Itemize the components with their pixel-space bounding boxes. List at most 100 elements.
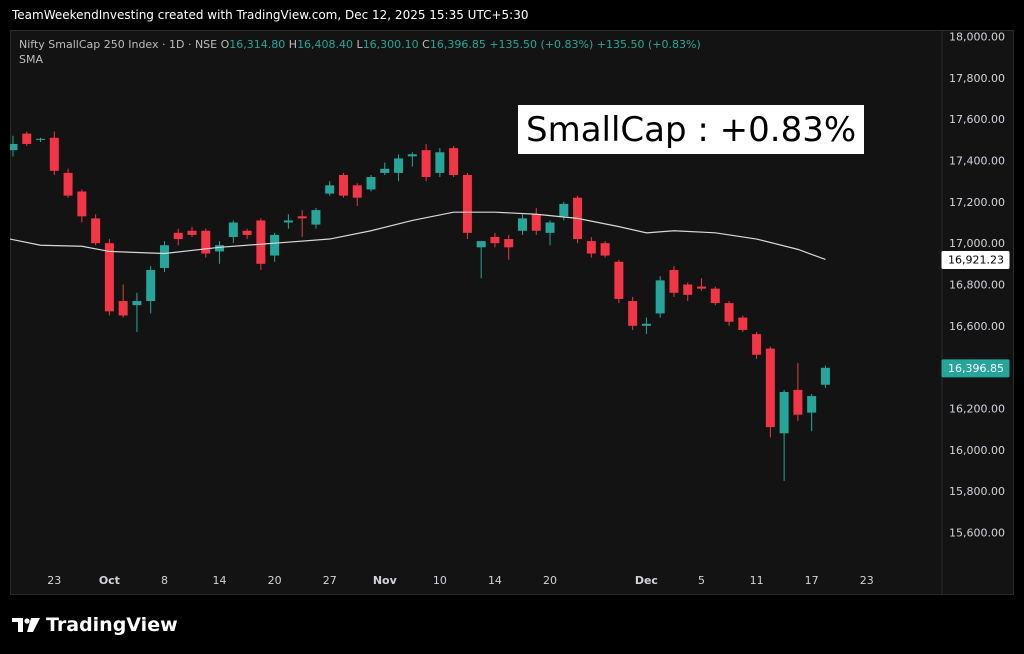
low-label: L	[356, 38, 363, 51]
candle-body	[559, 203, 569, 217]
x-axis[interactable]: 723Oct8142027Nov101420Dec5111723	[10, 574, 874, 587]
candle-body	[338, 174, 348, 196]
candle-body	[655, 280, 665, 314]
x-tick-label: 27	[323, 574, 337, 587]
candle	[545, 220, 555, 246]
open-label: O	[220, 38, 230, 51]
close-label: C	[422, 38, 430, 51]
candle-body	[63, 172, 73, 196]
y-tick-label: 15,800.00	[949, 485, 1005, 498]
candle-body	[380, 168, 390, 173]
candle-body	[765, 348, 775, 428]
last-price-tag-box	[941, 359, 1010, 378]
candle	[449, 146, 459, 178]
candle	[628, 296, 638, 330]
tradingview-logo[interactable]: TradingView	[12, 614, 178, 636]
candle-body	[77, 191, 87, 217]
candle	[641, 317, 651, 335]
candle	[91, 214, 101, 246]
symbol-legend[interactable]: Nifty SmallCap 250 Index · 1D · NSE O16,…	[19, 37, 701, 67]
x-tick-label: 14	[488, 574, 502, 587]
candle	[531, 208, 541, 235]
candle	[435, 148, 445, 178]
x-tick-label: Nov	[373, 574, 398, 587]
y-axis[interactable]: 18,000.00 17,800.00 17,600.00 17,400.00 17,2…	[941, 30, 1005, 595]
candle-body	[820, 367, 830, 385]
candle	[683, 282, 693, 302]
candle	[10, 135, 18, 157]
candle	[63, 168, 73, 198]
x-tick-label: 14	[213, 574, 227, 587]
sma-line	[10, 211, 826, 261]
attribution-text: TeamWeekendInvesting created with Tradin…	[12, 8, 529, 22]
candle	[228, 220, 238, 244]
candle	[710, 286, 720, 306]
sma-price-tag-label: 16,921.23	[948, 253, 1004, 266]
x-tick-label: 10	[433, 574, 447, 587]
candle-body	[22, 133, 32, 144]
candle-body	[545, 222, 555, 233]
y-tick-label: 16,000.00	[949, 444, 1005, 457]
candle-body	[49, 137, 59, 171]
candle	[779, 389, 789, 481]
candle	[490, 232, 500, 248]
candle	[752, 332, 762, 359]
x-tick-label: 20	[543, 574, 557, 587]
candle	[655, 276, 665, 318]
candle-body	[628, 301, 638, 326]
x-tick-label: Oct	[99, 574, 120, 587]
candle	[476, 241, 486, 279]
candle-body	[146, 270, 156, 302]
candle-body	[270, 234, 280, 256]
candle-body	[531, 214, 541, 231]
candle-body	[407, 154, 417, 157]
candle-body	[325, 185, 335, 194]
candle	[132, 292, 142, 333]
candle-body	[752, 334, 762, 355]
indicator-legend-sma[interactable]: SMA	[19, 53, 43, 66]
candle-body	[697, 286, 706, 289]
candle-body	[449, 148, 459, 175]
candle	[187, 226, 197, 237]
sma-price-tag: 16,921.23	[941, 250, 1010, 269]
y-tick-label: 16,800.00	[949, 279, 1005, 292]
candle	[421, 143, 431, 182]
low-value: 16,300.10	[362, 38, 419, 51]
candle	[724, 301, 734, 326]
open-value: 16,314.80	[229, 38, 286, 51]
candle-body	[283, 220, 293, 223]
candle-body	[435, 152, 445, 173]
candle-body	[683, 284, 693, 295]
candle-body	[10, 143, 18, 151]
candle	[765, 346, 775, 438]
candle	[394, 154, 404, 182]
candle-body	[173, 232, 183, 240]
y-tick-label: 17,800.00	[949, 72, 1005, 85]
x-tick-label: 23	[47, 574, 61, 587]
price-tags: 16,921.23 16,396.85	[941, 250, 1010, 378]
candle-body	[91, 218, 101, 244]
candle	[325, 181, 335, 196]
candle-body	[256, 220, 266, 264]
candle	[297, 210, 307, 237]
candle	[77, 189, 87, 223]
candle-body	[462, 174, 472, 233]
candle-body	[586, 241, 596, 254]
candle	[462, 172, 472, 240]
candle	[586, 236, 596, 258]
candle	[352, 183, 362, 206]
candle-body	[366, 177, 376, 190]
x-tick-label: 23	[860, 574, 874, 587]
candle	[738, 315, 748, 333]
price-chart[interactable]: 18,000.00 17,800.00 17,600.00 17,400.00 17,2…	[10, 30, 1014, 595]
candle	[793, 363, 803, 421]
footer-bar	[0, 596, 1024, 654]
symbol-name[interactable]: Nifty SmallCap 250 Index · 1D · NSE	[19, 38, 218, 51]
candle-body	[669, 270, 679, 293]
brand-name: TradingView	[46, 614, 178, 636]
y-tick-label: 17,000.00	[949, 237, 1005, 250]
candle	[242, 228, 252, 240]
last-price-tag: 16,396.85	[941, 359, 1010, 378]
candle-body	[793, 389, 803, 415]
y-tick-label: 17,200.00	[949, 196, 1005, 209]
